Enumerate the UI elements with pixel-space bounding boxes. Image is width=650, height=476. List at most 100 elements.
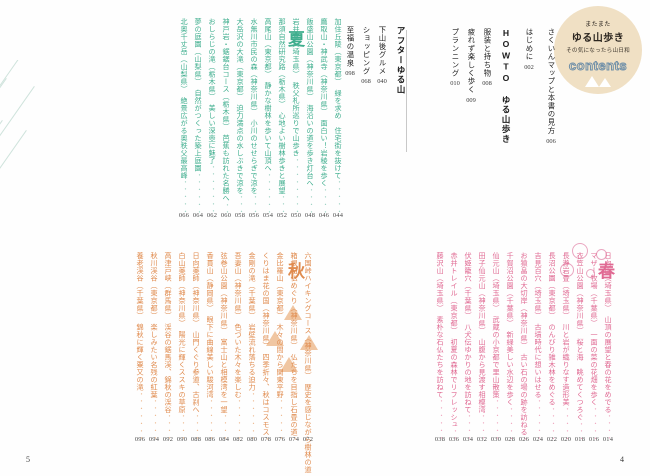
entry-page-number: 046 (318, 212, 330, 219)
contents-entry[interactable]: 神戸岩・鋸鋸台コース（栃木県） 芭蕉も訪れた名勝へ・・・・・・・・・・・・・・・… (219, 18, 233, 219)
contents-entry[interactable]: 六国峠ハイキングコース（神奈川県） 歴史を感じながら樹林の道・・・・・・・・・・… (301, 252, 315, 473)
entry-leader-dots: ・・・・・・・・・・・・・・・・・・・・・・・・・・・ (489, 398, 503, 442)
entry-leader-dots: ・・・・・・・・・・・・・・・・・・・・・・・・・・・ (259, 436, 273, 442)
entry-leader-dots: ・・・・・・・・・・・・・・・・・・・・・・・・・・・ (191, 172, 205, 218)
entry-page-number: 074 (288, 436, 300, 443)
contents-entry[interactable]: 高尾山（東京都） 静かな樹林を歩いて山頂へ・・・・・・・・・・・・・・・・・・・… (261, 18, 275, 219)
entry-leader-dots: ・・・・・・・・・・・・・・・・・・・・・・・・・・・ (133, 391, 147, 442)
contents-entry[interactable]: 秋川渓谷（東京都） 楽しみたい名残の紅葉・・・・・・・・・・・・・・・・・・・・… (147, 252, 161, 443)
contents-entry[interactable]: おしらじの滝（栃木県） 美しい深壺に魅了・・・・・・・・・・・・・・・・・・・・… (205, 18, 219, 219)
autumn-entry-list: 六国峠ハイキングコース（神奈川県） 歴史を感じながら樹林の道・・・・・・・・・・… (40, 252, 315, 473)
entry-leader-dots: ・・・・・・・・・・・・・・・・・・・・・・・・・・・ (587, 406, 601, 442)
contents-entry[interactable]: 金比羅山（東京都） 木々の間から関東平野・・・・・・・・・・・・・・・・・・・・… (273, 252, 287, 443)
entry-page-number: 024 (532, 436, 544, 443)
contents-entry[interactable]: 仙元山（埼玉県） 武蔵の小京都で里山散策・・・・・・・・・・・・・・・・・・・・… (489, 252, 503, 443)
spring-entry-list: 日向山（埼玉県） 山頂の展望と春の花をめでる・・・・・・・・・・・・・・・・・・… (340, 252, 615, 443)
entry-leader-dots: ・・・・・・・・・・・・・・・・・・・・・・・・・・・ (189, 413, 203, 442)
entry-text: 衣笠山公園（神奈川県） 桜と海 眺めてくつろぐ (576, 252, 584, 421)
after-title: アフターゆる山 (396, 26, 406, 95)
contents-entry[interactable]: 夢の庭園（山梨県） 自然がつくった築上庭園・・・・・・・・・・・・・・・・・・・… (191, 18, 205, 219)
entry-text: 高尾山（東京都） 静かな樹林を歩いて山頂へ (264, 18, 272, 172)
howto-title: HOWTO ゆる山歩き (501, 28, 511, 145)
contents-entry[interactable]: 長瀞岩畳（埼玉県） 川と岩が織りなす造形美・・・・・・・・・・・・・・・・・・・… (559, 252, 573, 443)
howto-item-0[interactable]: 服装と持ち物 008 (480, 28, 494, 87)
contents-entry[interactable]: 千賀沼公園（千葉県） 新緑美しい水辺を歩く・・・・・・・・・・・・・・・・・・・… (503, 252, 517, 443)
entry-leader-dots: ・・・・・・・・・・・・・・・・・・・・・・・・・・・ (247, 194, 261, 218)
entry-page-number: 086 (204, 436, 216, 443)
entry-text: 千賀沼公園（千葉県） 新緑美しい水辺を歩く (506, 252, 514, 406)
contents-entry[interactable]: 衣笠山公園（神奈川県） 桜と海 眺めてくつろぐ・・・・・・・・・・・・・・・・・… (573, 252, 587, 443)
entry-text: お猿畠の大切岸（神奈川県） 古い石の場の跡を訪ねる (520, 252, 528, 436)
intro-item-0[interactable]: はじめに 002 (522, 28, 536, 71)
contents-entry[interactable]: 吉見百穴（埼玉県） 古墳時代に想いはせる・・・・・・・・・・・・・・・・・・・・… (531, 252, 545, 443)
entry-page-number: 036 (448, 436, 460, 443)
entry-page-number: 020 (560, 436, 572, 443)
contents-entry[interactable]: 伏姫籠穴（千葉県） 八犬伝ゆかりの地を訪ねて・・・・・・・・・・・・・・・・・・… (461, 252, 475, 443)
contents-entry[interactable]: 箱根石仏めぐり（神奈川県） 仏たちを目指し石畳の道・・・・・・・・・・・・・・・… (287, 252, 301, 443)
entry-page-number: 022 (546, 436, 558, 443)
contents-entry[interactable]: 白山薬師（神奈川県） 陽光に輝くススキの草原・・・・・・・・・・・・・・・・・・… (175, 252, 189, 443)
entry-text: おしらじの滝（栃木県） 美しい深壺に魅了 (208, 18, 216, 165)
contents-badge: またまた ゆる山歩き その気になったら山日和 contents (554, 6, 642, 94)
after-item-1[interactable]: ショッピング 068 (359, 26, 373, 85)
howto-item-1-page: 009 (466, 96, 476, 104)
entry-leader-dots: ・・・・・・・・・・・・・・・・・・・・・・・・・・・ (559, 406, 573, 442)
entry-text: 吾妻山（神奈川県） 色づいた木々を楽しむ (234, 252, 242, 399)
contents-entry[interactable]: 日向薬師（神奈川県） 山門くぐり参道、古刹へ・・・・・・・・・・・・・・・・・・… (189, 252, 203, 443)
entry-leader-dots: ・・・・・・・・・・・・・・・・・・・・・・・・・・・ (503, 406, 517, 442)
contents-entry[interactable]: 那須自然研究路（栃木県） 心地よい樹林歩きと展望・・・・・・・・・・・・・・・・… (275, 18, 289, 219)
howto-item-2[interactable]: プランニング 010 (448, 28, 462, 87)
contents-entry[interactable]: 高津戸峡（群馬県） 渓谷の鋸馬渓、錦秋の渓谷・・・・・・・・・・・・・・・・・・… (161, 252, 175, 443)
contents-entry[interactable]: 大岳沢の大滝（東京都） 迫力満点の水しぶきで涼を・・・・・・・・・・・・・・・・… (233, 18, 247, 219)
entry-leader-dots: ・・・・・・・・・・・・・・・・・・・・・・・・・・・ (233, 194, 247, 218)
contents-entry[interactable]: 鷹取山・神武寺（神奈川県） 面白い！岩稜を歩く・・・・・・・・・・・・・・・・・… (317, 18, 331, 219)
after-item-0[interactable]: 下山後グルメ 040 (375, 26, 389, 85)
entry-text: 白山薬師（神奈川県） 陽光に輝くススキの草原 (178, 252, 186, 414)
entry-text: 長瀞岩畳（埼玉県） 川と岩が織りなす造形美 (562, 252, 570, 406)
howto-item-1[interactable]: 疲れず楽しく歩く 009 (464, 28, 478, 104)
badge-subtitle: その気になったら山日和 (566, 48, 630, 54)
contents-entry[interactable]: 岩井堂（埼玉県） 秩父札所巡りで山歩き・・・・・・・・・・・・・・・・・・・・・… (289, 18, 303, 219)
entry-page-number: 088 (190, 436, 202, 443)
entry-text: 養老渓谷（千葉県） 錦秋に輝く粟又の滝 (136, 252, 144, 391)
entry-leader-dots: ・・・・・・・・・・・・・・・・・・・・・・・・・・・ (177, 179, 191, 218)
entry-leader-dots: ・・・・・・・・・・・・・・・・・・・・・・・・・・・ (287, 436, 301, 442)
entry-page-number: 018 (574, 436, 586, 443)
contents-entry[interactable]: 金剛の滝（千葉県） 岩壁流れ落ちる迫力・・・・・・・・・・・・・・・・・・・・・… (245, 252, 259, 443)
after-item-2-page: 098 (345, 70, 355, 77)
entry-page-number: 014 (602, 436, 614, 443)
contents-entry[interactable]: 田子仙元山（神奈川県） 山腹から見渡す相模湾・・・・・・・・・・・・・・・・・・… (475, 252, 489, 443)
entry-page-number: 062 (206, 212, 218, 219)
entry-leader-dots: ・・・・・・・・・・・・・・・・・・・・・・・・・・・ (261, 172, 275, 218)
contents-entry[interactable]: 赤井トレイル（東京都） 初夏の森林でリフレッシュ・・・・・・・・・・・・・・・・… (447, 252, 461, 443)
entry-page-number: 078 (260, 436, 272, 443)
intro-section: さくいんマップと本書の見方 006 はじめに 002 HOWTO ゆる山歩き 服… (408, 20, 558, 210)
contents-entry[interactable]: 水無川市民の森（神奈川県） 小川のせせらぎで涼を・・・・・・・・・・・・・・・・… (247, 18, 261, 219)
contents-entry[interactable]: 養老渓谷（千葉県） 錦秋に輝く粟又の滝・・・・・・・・・・・・・・・・・・・・・… (133, 252, 147, 443)
contents-entry[interactable]: くりはま花の国（神奈川県） 四季折々、秋はコスモス・・・・・・・・・・・・・・・… (259, 252, 273, 443)
entry-leader-dots: ・・・・・・・・・・・・・・・・・・・・・・・・・・・ (161, 413, 175, 442)
contents-entry[interactable]: 弦巻山公園（神奈川県） 富士山と相模湾を一望・・・・・・・・・・・・・・・・・・… (217, 252, 231, 443)
entry-page-number: 048 (304, 212, 316, 219)
contents-entry[interactable]: 藤沢山（埼玉県） 素朴な石仏たちを訪ねて・・・・・・・・・・・・・・・・・・・・… (433, 252, 447, 443)
entry-text: 鷹取山・神武寺（神奈川県） 面白い！岩稜を歩く (320, 18, 328, 187)
contents-entry[interactable]: 長沼公園（東京都） のんびり雑木林をめぐる・・・・・・・・・・・・・・・・・・・… (545, 252, 559, 443)
intro-item-1-label: さくいんマップと本書の見方 (547, 28, 556, 135)
contents-entry[interactable]: お猿畠の大切岸（神奈川県） 古い石の場の跡を訪ねる・・・・・・・・・・・・・・・… (517, 252, 531, 443)
contents-entry[interactable]: 加住丘陵（東京都） 緑を求め 住宅街を抜けて・・・・・・・・・・・・・・・・・・… (331, 18, 345, 219)
entry-text: 高津戸峡（群馬県） 渓谷の鋸馬渓、錦秋の渓谷 (164, 252, 172, 414)
intro-item-1[interactable]: さくいんマップと本書の見方 006 (544, 28, 558, 145)
contents-entry[interactable]: 飯盛山公園（神奈川県） 海沿いの道を歩き灯台へ・・・・・・・・・・・・・・・・・… (303, 18, 317, 219)
entry-text: 岩井堂（埼玉県） 秩父札所巡りで山歩き (292, 18, 300, 157)
after-item-0-page: 040 (377, 78, 387, 86)
contents-entry[interactable]: マザー牧場（千葉県） 一面の菜の花畑を歩く・・・・・・・・・・・・・・・・・・・… (587, 252, 601, 443)
after-item-1-label: ショッピング (362, 26, 371, 76)
entry-text: 那須自然研究路（栃木県） 心地よい樹林歩きと展望 (278, 18, 286, 195)
after-item-2[interactable]: 至福の温泉 098 (343, 26, 357, 77)
contents-entry[interactable]: 日向山（埼玉県） 山頂の展望と春の花をめでる・・・・・・・・・・・・・・・・・・… (601, 252, 615, 443)
contents-entry[interactable]: 香貫山（静岡県） 眼下に曲線美しい駿河湾・・・・・・・・・・・・・・・・・・・・… (203, 252, 217, 443)
contents-entry[interactable]: 吾妻山（神奈川県） 色づいた木々を楽しむ・・・・・・・・・・・・・・・・・・・・… (231, 252, 245, 443)
contents-entry[interactable]: 北奥千丈岳（山梨県） 絶景広がる奥秩父最高峰・・・・・・・・・・・・・・・・・・… (177, 18, 191, 219)
entry-page-number: 082 (232, 436, 244, 443)
entry-text: くりはま花の国（神奈川県） 四季折々、秋はコスモス (262, 252, 270, 436)
